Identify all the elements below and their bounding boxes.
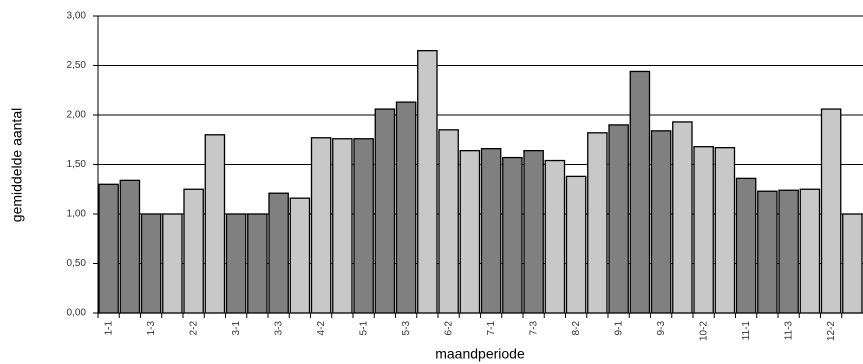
x-tick-label: 4-2 <box>316 321 327 336</box>
bar <box>523 149 544 314</box>
y-tick-label: 1,00 <box>67 209 87 220</box>
bar <box>480 148 502 314</box>
bar <box>310 137 332 314</box>
bar <box>247 213 268 314</box>
x-tick-label: 6-2 <box>443 321 454 336</box>
bar <box>778 189 799 314</box>
x-tick-label: 5-3 <box>401 321 412 336</box>
x-tick-label: 9-3 <box>656 321 667 336</box>
x-tick-label: 8-2 <box>571 321 582 336</box>
x-tick-label: 3-1 <box>231 321 242 336</box>
x-axis-label: maandperiode <box>435 346 525 362</box>
y-tick-label: 2,50 <box>67 60 87 71</box>
x-tick-label: 9-1 <box>613 321 624 336</box>
bar <box>140 213 162 314</box>
x-tick-label: 1-3 <box>146 321 157 336</box>
bar <box>650 130 672 314</box>
bar <box>672 121 693 314</box>
x-tick-label: 7-3 <box>528 321 539 336</box>
bar <box>162 213 183 314</box>
bar <box>225 213 247 314</box>
bar <box>735 177 757 314</box>
bar <box>608 124 629 314</box>
bar <box>565 175 587 314</box>
y-tick-label: 1,50 <box>67 159 87 170</box>
x-tick-label: 11-3 <box>783 321 794 341</box>
bar <box>353 138 374 314</box>
bar <box>587 132 608 314</box>
bar <box>289 197 311 314</box>
bar <box>820 108 842 314</box>
x-tick-label: 2-2 <box>188 321 199 336</box>
x-tick-label: 3-3 <box>273 321 284 336</box>
bar <box>502 156 523 314</box>
x-tick-label: 1-1 <box>103 321 114 336</box>
x-tick-label: 5-1 <box>358 321 369 336</box>
bar <box>757 190 778 314</box>
bar <box>119 179 141 314</box>
bar <box>459 149 481 314</box>
x-tick-label: 7-1 <box>486 321 497 336</box>
bar <box>268 192 289 314</box>
bar <box>183 188 204 314</box>
x-tick-label: 10-2 <box>698 321 709 341</box>
bar <box>204 134 226 314</box>
bar <box>332 138 353 314</box>
y-tick-label: 0,00 <box>67 308 87 319</box>
bar <box>438 129 459 314</box>
bar <box>98 183 119 314</box>
bar <box>395 101 417 314</box>
y-tick-label: 0,50 <box>67 258 87 269</box>
y-tick-label: 2,00 <box>67 110 87 121</box>
bar <box>714 147 736 314</box>
bar <box>842 213 863 314</box>
y-tick-label: 3,00 <box>67 11 87 22</box>
bar <box>693 146 714 314</box>
bar <box>629 70 651 314</box>
y-axis-label: gemiddelde aantal <box>9 108 25 222</box>
bar <box>799 188 821 314</box>
bar <box>544 159 566 314</box>
bar <box>417 50 438 314</box>
x-tick-label: 12-2 <box>826 321 837 341</box>
x-tick-label: 11-1 <box>741 321 752 341</box>
bar <box>374 108 396 314</box>
